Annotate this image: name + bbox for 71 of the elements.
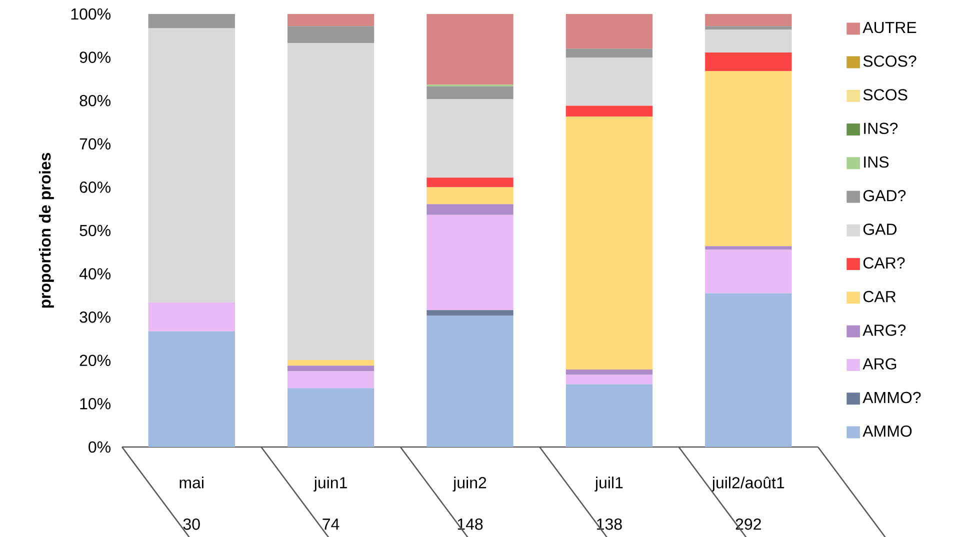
bar [566, 14, 653, 49]
bar [148, 14, 235, 28]
bar [148, 331, 235, 448]
x-tick-label: juil2/août1 [712, 476, 784, 492]
bar [426, 204, 514, 215]
y-tick-label: 100% [71, 8, 110, 20]
legend-label: CAR [863, 290, 896, 302]
legend-label: INS [864, 156, 889, 168]
bar [566, 384, 653, 448]
bar [566, 48, 653, 58]
y-tick-label: 90% [80, 52, 110, 63]
bar [426, 14, 514, 85]
bar [705, 52, 792, 72]
bar [426, 316, 514, 448]
bar [148, 302, 235, 332]
bar [287, 14, 374, 26]
x-tick-label: mai [180, 476, 204, 488]
bar [287, 26, 374, 44]
bar [426, 187, 514, 204]
y-tick-label: 50% [80, 224, 110, 236]
y-tick-label: 60% [80, 182, 110, 193]
legend-label: AUTRE [862, 22, 916, 34]
legend-label: AMMO? [862, 392, 921, 404]
y-tick-label: 20% [80, 354, 110, 366]
text: 30 [183, 518, 200, 530]
legend-label: SCOS [863, 89, 908, 100]
bar [287, 366, 374, 372]
legend-label: GAD? [863, 190, 906, 202]
bar [705, 30, 792, 53]
y-axis-title: proportion de proies [38, 152, 54, 308]
bar [426, 178, 514, 188]
x-tick-label: juin2 [452, 476, 486, 492]
y-tick-label: 10% [80, 398, 110, 410]
y-tick-label: 0% [88, 441, 110, 453]
bar [287, 43, 374, 360]
bar [426, 99, 514, 178]
bar [566, 116, 653, 370]
y-tick-label: 30% [80, 311, 110, 323]
bar [566, 374, 653, 384]
legend-label: AMMO [862, 425, 912, 437]
bar [705, 250, 792, 294]
bar [287, 360, 374, 366]
text: 138 [597, 518, 622, 530]
legend-label: ARG [862, 358, 896, 370]
bar [287, 371, 374, 388]
bar [426, 86, 514, 100]
bar [148, 28, 235, 302]
legend-label: INS? [864, 122, 898, 134]
bar [566, 106, 653, 117]
text: 148 [458, 518, 483, 530]
y-tick-label: 80% [80, 94, 110, 106]
text: 292 [736, 518, 761, 530]
bar [566, 58, 653, 106]
x-tick-label: juil1 [594, 476, 623, 492]
x-tick-label: juin1 [314, 476, 347, 492]
y-tick-label: 40% [79, 268, 110, 280]
bar [426, 310, 514, 316]
bar [566, 369, 653, 375]
bar [705, 26, 792, 30]
bar [705, 71, 792, 246]
legend-label: ARG? [862, 324, 906, 336]
bar [705, 293, 792, 448]
legend-label: CAR? [863, 257, 905, 269]
text: 74 [322, 518, 340, 530]
bar [287, 388, 374, 448]
legend-label: GAD [863, 224, 897, 235]
legend-label: SCOS? [863, 55, 916, 67]
bar [705, 246, 792, 250]
bar [705, 14, 792, 26]
bar [426, 214, 514, 310]
y-tick-label: 70% [80, 138, 110, 150]
